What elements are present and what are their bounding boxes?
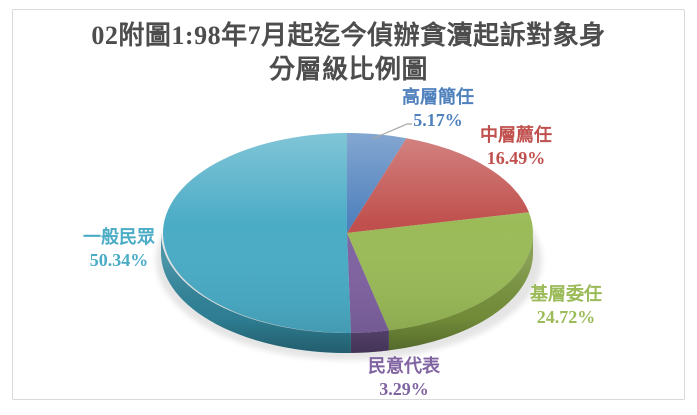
chart-title-line2: 分層級比例圖: [268, 55, 428, 84]
slice-label-text: 中層薦任: [480, 125, 552, 145]
slice-label-value: 3.29%: [379, 379, 429, 399]
pie-top-sheen: [161, 133, 533, 333]
slice-label-4: 一般民眾 50.34%: [24, 226, 214, 272]
pie-side-sheen: [161, 233, 533, 353]
slice-label-text: 基層委任: [530, 284, 602, 304]
leader-line: [371, 123, 412, 140]
slice-label-value: 5.17%: [413, 110, 463, 130]
chart-title: 02附圖1:98年7月起迄今偵辦貪瀆起訴對象身 分層級比例圖: [40, 19, 657, 87]
slice-label-1: 中層薦任 16.49%: [421, 124, 611, 170]
slice-label-value: 16.49%: [486, 148, 546, 168]
slice-label-value: 50.34%: [89, 250, 149, 270]
slice-label-text: 一般民眾: [83, 227, 155, 247]
slice-label-0: 高層簡任 5.17%: [343, 86, 533, 132]
slice-label-2: 基層委任 24.72%: [471, 283, 661, 329]
chart-title-line1: 02附圖1:98年7月起迄今偵辦貪瀆起訴對象身: [91, 21, 606, 50]
slice-label-text: 民意代表: [368, 356, 440, 376]
slice-label-value: 24.72%: [536, 307, 596, 327]
slice-label-text: 高層簡任: [402, 87, 474, 107]
slice-label-3: 民意代表 3.29%: [309, 355, 499, 401]
